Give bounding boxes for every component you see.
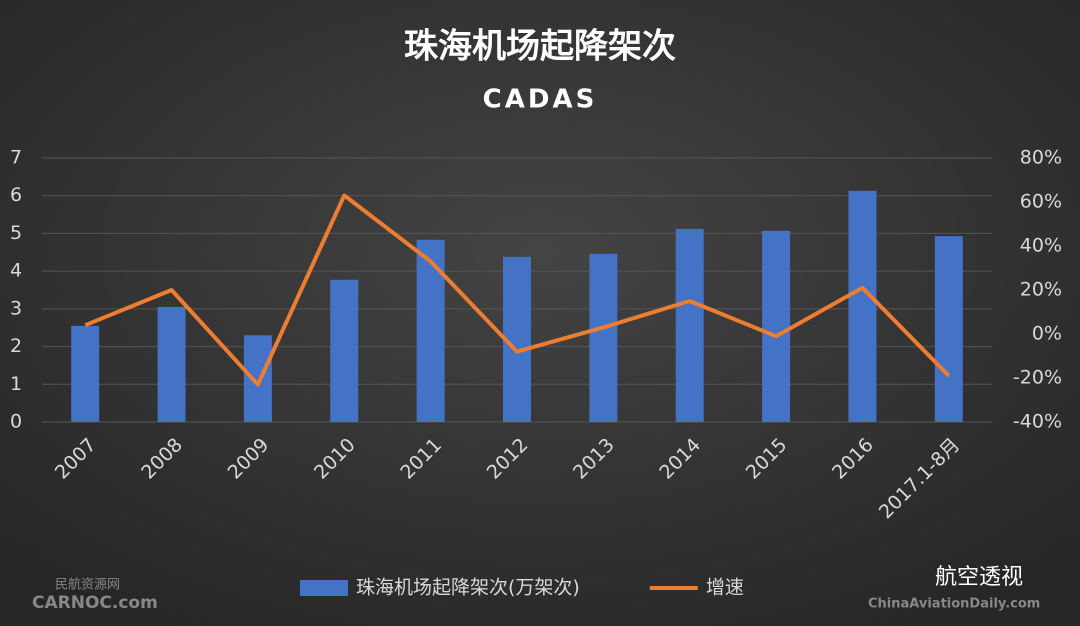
y2-tick-label: 0% xyxy=(1032,323,1062,345)
bar xyxy=(848,190,877,422)
y2-tick-label: 40% xyxy=(1020,235,1062,257)
legend-label: 珠海机场起降架次(万架次) xyxy=(356,577,580,599)
y-tick-label: 0 xyxy=(10,411,22,433)
bar xyxy=(243,335,272,422)
chart-title: 珠海机场起降架次 xyxy=(404,27,676,67)
y-tick-label: 1 xyxy=(10,373,22,395)
watermark: 民航资源网 xyxy=(55,577,120,593)
y-tick-label: 5 xyxy=(10,222,22,244)
legend-label: 增速 xyxy=(706,577,744,599)
watermark: CARNOC.com xyxy=(32,593,158,613)
bar xyxy=(762,230,791,422)
bar xyxy=(934,236,963,422)
bar xyxy=(416,239,445,422)
y-tick-label: 3 xyxy=(10,297,22,319)
y2-tick-label: -20% xyxy=(1013,367,1062,389)
bar xyxy=(330,279,359,422)
y2-tick-label: -40% xyxy=(1013,411,1062,433)
y2-tick-label: 20% xyxy=(1020,279,1062,301)
bar xyxy=(71,325,100,422)
bar xyxy=(157,306,186,422)
watermark: ChinaAviationDaily.com xyxy=(868,597,1040,612)
y-tick-label: 7 xyxy=(10,147,22,169)
y-tick-label: 2 xyxy=(10,335,22,357)
line xyxy=(84,193,951,387)
y2-tick-label: 80% xyxy=(1020,147,1062,169)
chart-subtitle: CADAS xyxy=(483,85,598,115)
bar xyxy=(675,228,704,422)
bar xyxy=(589,253,618,422)
legend-swatch xyxy=(300,580,348,596)
watermark: 航空透视 xyxy=(935,565,1023,590)
y2-tick-label: 60% xyxy=(1020,191,1062,213)
y-tick-label: 6 xyxy=(10,184,22,206)
y-tick-label: 4 xyxy=(10,260,22,282)
